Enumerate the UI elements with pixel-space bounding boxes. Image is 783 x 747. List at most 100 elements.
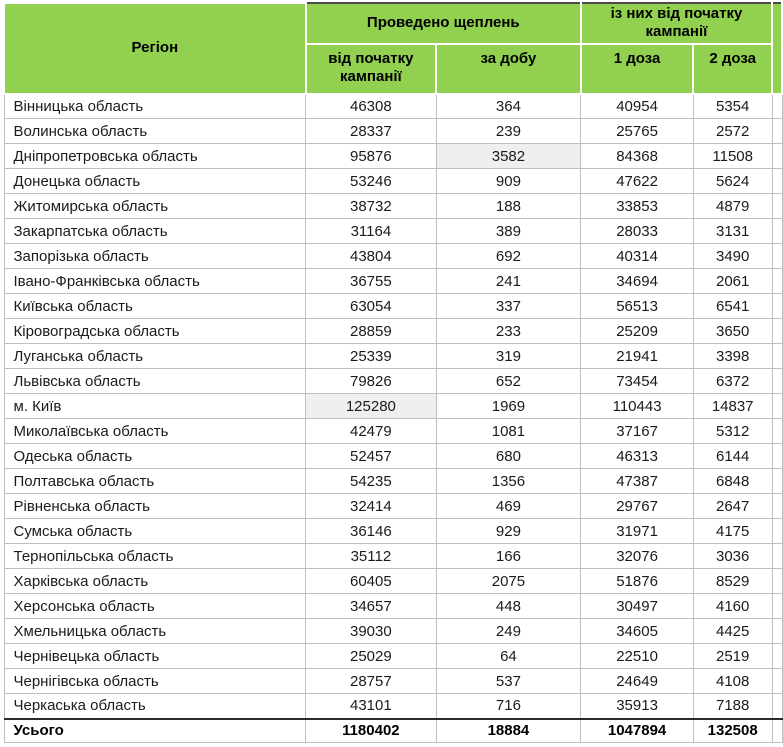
since-start-cell: 52457 <box>305 443 437 470</box>
dose2-cell: 14837 <box>692 393 773 420</box>
cutoff-cell <box>771 618 783 645</box>
region-cell: Житомирська область <box>3 193 307 220</box>
region-cell: Вінницька область <box>3 93 307 120</box>
dose2-cell: 4175 <box>692 518 773 545</box>
dose1-cell: 40954 <box>580 93 694 120</box>
per-day-cell: 64 <box>435 643 582 670</box>
dose2-cell: 2572 <box>692 118 773 145</box>
dose2-cell: 3131 <box>692 218 773 245</box>
dose2-cell: 11508 <box>692 143 773 170</box>
region-cell: Чернівецька область <box>3 643 307 670</box>
dose2-cell: 3398 <box>692 343 773 370</box>
per-day-cell: 652 <box>435 368 582 395</box>
since-start-cell: 35112 <box>305 543 437 570</box>
region-cell: Херсонська область <box>3 593 307 620</box>
dose1-cell: 40314 <box>580 243 694 270</box>
since-start-cell: 42479 <box>305 418 437 445</box>
table-row: Одеська область 52457 680 46313 6144 <box>3 443 783 470</box>
total-since-start: 1180402 <box>305 717 437 744</box>
dose2-cell: 3650 <box>692 318 773 345</box>
cutoff-cell <box>771 268 783 295</box>
dose1-cell: 32076 <box>580 543 694 570</box>
per-day-cell: 692 <box>435 243 582 270</box>
dose2-cell: 8529 <box>692 568 773 595</box>
header-cutoff-cell <box>771 2 783 95</box>
table-row: Житомирська область 38732 188 33853 4879 <box>3 193 783 220</box>
cutoff-cell <box>771 243 783 270</box>
region-cell: Закарпатська область <box>3 218 307 245</box>
dose1-cell: 25209 <box>580 318 694 345</box>
cutoff-cell <box>771 218 783 245</box>
per-day-cell: 337 <box>435 293 582 320</box>
cutoff-cell <box>771 543 783 570</box>
since-start-cell: 43804 <box>305 243 437 270</box>
region-cell: Кіровоградська область <box>3 318 307 345</box>
cutoff-cell <box>771 668 783 695</box>
cutoff-cell <box>771 493 783 520</box>
since-start-cell: 25339 <box>305 343 437 370</box>
header-col-dose1: 1 доза <box>579 42 695 95</box>
region-cell: Сумська область <box>3 518 307 545</box>
table-row: Волинська область 28337 239 25765 2572 <box>3 118 783 145</box>
since-start-cell: 125280 <box>305 393 437 420</box>
header-col-per-day: за добу <box>435 42 582 95</box>
table-row: Миколаївська область 42479 1081 37167 5312 <box>3 418 783 445</box>
header-row-columns: від початку кампанії за добу 1 доза 2 до… <box>4 42 782 95</box>
table-row: Дніпропетровська область 95876 3582 84368 11… <box>3 143 783 170</box>
table-row: Харківська область 60405 2075 51876 8529 <box>3 568 783 595</box>
region-cell: Чернігівська область <box>3 668 307 695</box>
per-day-cell: 448 <box>435 593 582 620</box>
cutoff-cell <box>771 468 783 495</box>
region-cell: Хмельницька область <box>3 618 307 645</box>
dose2-cell: 6372 <box>692 368 773 395</box>
table-row: Тернопільська область 35112 166 32076 3036 <box>3 543 783 570</box>
since-start-cell: 53246 <box>305 168 437 195</box>
cutoff-cell <box>771 568 783 595</box>
region-cell: Львівська область <box>3 368 307 395</box>
table-row: Закарпатська область 31164 389 28033 3131 <box>3 218 783 245</box>
since-start-cell: 60405 <box>305 568 437 595</box>
header-row-groups: Регіон Проведено щеплень із них від поча… <box>3 2 783 95</box>
vaccination-table: Регіон Проведено щеплень із них від поча… <box>3 2 783 744</box>
per-day-cell: 239 <box>435 118 582 145</box>
table-row: Полтавська область 54235 1356 47387 6848 <box>3 468 783 495</box>
region-cell: Донецька область <box>3 168 307 195</box>
table-row: Чернігівська область 28757 537 24649 4108 <box>3 668 783 695</box>
region-cell: Рівненська область <box>3 493 307 520</box>
per-day-cell: 3582 <box>435 143 582 170</box>
table-row: Івано-Франківська область 36755 241 34694 20… <box>3 268 783 295</box>
dose2-cell: 3036 <box>692 543 773 570</box>
cutoff-cell <box>771 418 783 445</box>
dose2-cell: 2519 <box>692 643 773 670</box>
since-start-cell: 31164 <box>305 218 437 245</box>
per-day-cell: 2075 <box>435 568 582 595</box>
per-day-cell: 249 <box>435 618 582 645</box>
dose1-cell: 30497 <box>580 593 694 620</box>
total-per-day: 18884 <box>435 717 582 744</box>
since-start-cell: 39030 <box>305 618 437 645</box>
table-row: Чернівецька область 25029 64 22510 2519 <box>3 643 783 670</box>
table-row: м. Київ 125280 1969 110443 14837 <box>3 393 783 420</box>
dose1-cell: 21941 <box>580 343 694 370</box>
since-start-cell: 95876 <box>305 143 437 170</box>
dose1-cell: 56513 <box>580 293 694 320</box>
table-row: Запорізька область 43804 692 40314 3490 <box>3 243 783 270</box>
dose1-cell: 34605 <box>580 618 694 645</box>
cutoff-cell <box>771 643 783 670</box>
per-day-cell: 166 <box>435 543 582 570</box>
region-cell: Запорізька область <box>3 243 307 270</box>
dose2-cell: 4425 <box>692 618 773 645</box>
table-row: Донецька область 53246 909 47622 5624 <box>3 168 783 195</box>
since-start-cell: 38732 <box>305 193 437 220</box>
dose1-cell: 47622 <box>580 168 694 195</box>
per-day-cell: 469 <box>435 493 582 520</box>
region-cell: Харківська область <box>3 568 307 595</box>
per-day-cell: 929 <box>435 518 582 545</box>
dose1-cell: 29767 <box>580 493 694 520</box>
since-start-cell: 34657 <box>305 593 437 620</box>
dose2-cell: 2061 <box>692 268 773 295</box>
since-start-cell: 54235 <box>305 468 437 495</box>
header-region: Регіон <box>3 2 307 95</box>
table-row: Кіровоградська область 28859 233 25209 3650 <box>3 318 783 345</box>
